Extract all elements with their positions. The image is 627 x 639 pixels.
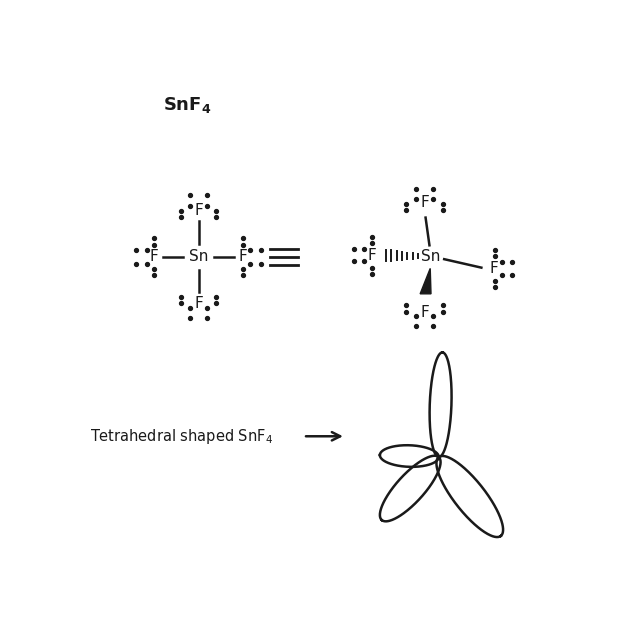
Text: F: F — [194, 296, 203, 311]
Text: F: F — [489, 261, 498, 276]
Text: F: F — [421, 195, 429, 210]
Text: F: F — [149, 249, 158, 265]
Text: F: F — [239, 249, 248, 265]
Text: Sn: Sn — [421, 249, 441, 265]
Polygon shape — [420, 268, 431, 294]
Text: $\mathbf{SnF_4}$: $\mathbf{SnF_4}$ — [162, 95, 211, 115]
Text: Tetrahedral shaped SnF$_4$: Tetrahedral shaped SnF$_4$ — [90, 427, 273, 446]
Text: F: F — [421, 305, 429, 320]
Text: Sn: Sn — [189, 249, 208, 265]
Text: F: F — [194, 203, 203, 218]
Text: F: F — [367, 248, 376, 263]
